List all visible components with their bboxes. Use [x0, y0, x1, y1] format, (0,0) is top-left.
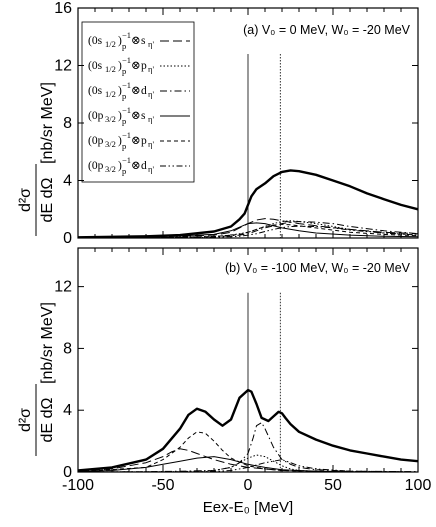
- legend-item-eta: s: [141, 110, 146, 122]
- panel-b-xtick-label: 50: [324, 477, 342, 494]
- legend-item-eta: d: [141, 85, 147, 97]
- panel-a-ytick-label: 4: [63, 173, 72, 190]
- legend-item-otimes: ⊗: [131, 85, 141, 97]
- legend-item-orbital-sub: 3/2: [105, 139, 116, 149]
- panel-a-ytick-label: 16: [54, 0, 72, 17]
- legend-item-otimes: ⊗: [131, 35, 141, 47]
- legend-item-eta-sub: η': [148, 114, 154, 124]
- legend-item-otimes: ⊗: [131, 60, 141, 72]
- legend-item-eta: p: [141, 135, 147, 147]
- legend-item: (0p 3/2) −1p ⊗ p η': [88, 130, 190, 151]
- legend-item-label: (0p: [88, 110, 104, 122]
- panel-a-annotation: (a) V₀ = 0 MeV, W₀ = -20 MeV: [243, 23, 411, 37]
- legend-item-otimes: ⊗: [131, 135, 141, 147]
- panel-b-series-short-dash: [77, 431, 419, 473]
- panel-b-series-dash-dot: [77, 422, 419, 473]
- panel-a-series-dot: [77, 220, 419, 239]
- panel-a-ylabel-unit: [nb/sr MeV]: [39, 82, 56, 164]
- legend-item-sup: −1: [122, 80, 131, 90]
- legend-box: [81, 21, 195, 183]
- panel-b-xtick-label: 0: [244, 477, 253, 494]
- panel-a-ylabel-den: dE dΩ: [39, 178, 56, 223]
- legend-item-p-sub: p: [122, 116, 126, 126]
- legend-item-eta: d: [141, 160, 147, 172]
- legend-item-paren: ): [118, 85, 122, 97]
- legend-item-sup: −1: [122, 30, 131, 40]
- panel-a-ytick-label: 12: [54, 58, 72, 75]
- legend-item-p-sub: p: [122, 141, 126, 151]
- legend-item-label: (0s: [88, 60, 103, 72]
- legend-item-p-sub: p: [122, 66, 126, 76]
- legend-item-paren: ): [118, 135, 122, 147]
- panel-a-series-total: [77, 169, 419, 239]
- legend-item: (0s 1/2) −1p ⊗ p η': [88, 55, 190, 76]
- legend-item: (0p 3/2) −1p ⊗ s η': [88, 105, 190, 126]
- legend-item: (0s 1/2) −1p ⊗ s η': [88, 30, 190, 51]
- legend-item: (0s 1/2) −1p ⊗ d η': [88, 80, 190, 101]
- panel-b-ytick-label: 0: [63, 464, 72, 481]
- panel-b-ylabel: [nb/sr MeV] d²σ dE dΩ: [17, 302, 56, 456]
- legend-item-orbital-sub: 1/2: [105, 64, 116, 74]
- legend-item: (0p 3/2) −1p ⊗ d η': [88, 155, 190, 176]
- panel-a-ylabel-main: d²σ: [17, 188, 34, 212]
- legend-item-sup: −1: [122, 105, 131, 115]
- panel-b-ytick-label: 12: [54, 279, 72, 296]
- panel-b-xtick-label: -100: [62, 477, 94, 494]
- legend-item-paren: ): [118, 160, 122, 172]
- panel-a-series-long-dash: [77, 218, 419, 239]
- legend-item-eta-sub: η': [148, 64, 154, 74]
- legend-item-label: (0p: [88, 135, 104, 147]
- legend-item-eta-sub: η': [148, 164, 154, 174]
- legend-item-otimes: ⊗: [131, 160, 141, 172]
- panel-b-ylabel-den: dE dΩ: [39, 398, 56, 443]
- panel-b-ytick-label: 8: [63, 340, 72, 357]
- legend-item-label: (0s: [88, 35, 103, 47]
- panel-a-plot: 0 4 8 12 16: [54, 0, 419, 247]
- panel-b-xtick-label: -50: [151, 477, 174, 494]
- legend: (0s 1/2) −1p ⊗ s η'(0s 1/2) −1p ⊗ p η'(0s 1/2) −1p ⊗ d…: [81, 21, 195, 183]
- panel-b-ytick-label: 4: [63, 402, 72, 419]
- panel-a-series-solid: [77, 222, 419, 239]
- legend-item-eta: s: [141, 35, 146, 47]
- legend-item-p-sub: p: [122, 91, 126, 101]
- legend-item-eta: p: [141, 60, 147, 72]
- legend-item-orbital-sub: 3/2: [105, 114, 116, 124]
- panel-b-series-total: [77, 388, 419, 472]
- legend-item-orbital-sub: 1/2: [105, 89, 116, 99]
- legend-item-label: (0p: [88, 160, 104, 172]
- panel-b-xtick-label: 100: [405, 477, 432, 494]
- x-axis-label: Eex-E₀ [MeV]: [203, 499, 293, 516]
- legend-item-sup: −1: [122, 155, 131, 165]
- panel-b-ylabel-main: d²σ: [17, 408, 34, 432]
- legend-item-p-sub: p: [122, 41, 126, 51]
- panel-b-series-solid: [77, 456, 419, 473]
- legend-item-eta-sub: η': [148, 89, 154, 99]
- panel-a-series-dash-dot-dot: [77, 225, 419, 239]
- legend-item-paren: ): [118, 60, 122, 72]
- legend-item-sup: −1: [122, 55, 131, 65]
- panel-a-ytick-label: 8: [63, 115, 72, 132]
- legend-item-eta-sub: η': [148, 139, 154, 149]
- legend-item-orbital-sub: 3/2: [105, 164, 116, 174]
- legend-item-eta-sub: η': [148, 39, 154, 49]
- legend-item-label: (0s: [88, 85, 103, 97]
- panel-a-series-short-dash: [77, 223, 419, 239]
- panel-a-ylabel: [nb/sr MeV] d²σ dE dΩ: [17, 82, 56, 236]
- legend-item-orbital-sub: 1/2: [105, 39, 116, 49]
- panel-a-ytick-label: 0: [63, 230, 72, 247]
- panel-b-annotation: (b) V₀ = -100 MeV, W₀ = -20 MeV: [225, 261, 411, 275]
- panel-b-plot: 0 4 8 12 -100 -50 0 50 100: [54, 248, 431, 494]
- panel-b-ylabel-unit: [nb/sr MeV]: [39, 302, 56, 384]
- legend-item-p-sub: p: [122, 166, 126, 176]
- legend-item-paren: ): [118, 35, 122, 47]
- legend-item-sup: −1: [122, 130, 131, 140]
- legend-item-otimes: ⊗: [131, 110, 141, 122]
- legend-item-paren: ): [118, 110, 122, 122]
